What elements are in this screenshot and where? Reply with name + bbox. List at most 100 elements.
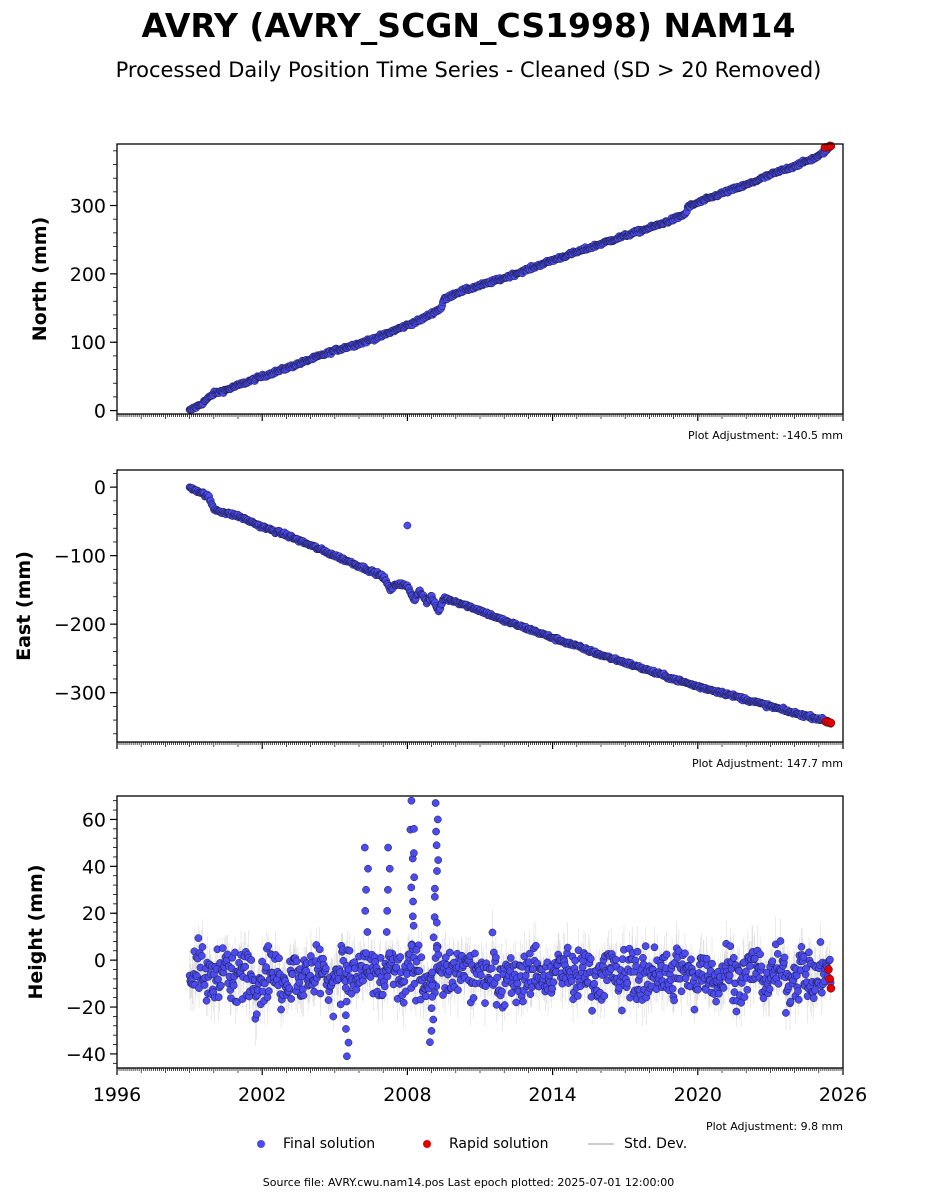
final-solution-point (385, 949, 394, 957)
y-tick-label: 40 (82, 856, 106, 878)
final-solution-point (690, 1005, 699, 1014)
y-tick-label: 20 (82, 903, 106, 925)
final-solution-point (315, 945, 324, 954)
final-solution-point (383, 972, 392, 981)
final-solution-point (526, 990, 535, 999)
final-solution-point (385, 864, 394, 873)
std-dev-line-marker (588, 1143, 614, 1145)
final-solution-point (481, 999, 489, 1007)
final-solution-point (445, 948, 454, 957)
final-solution-point (247, 956, 256, 964)
final-solution-point (719, 984, 728, 992)
final-solution-point (376, 953, 385, 962)
final-solution-point (567, 977, 576, 985)
final-solution-point (429, 933, 438, 942)
final-solution-point (743, 985, 752, 994)
final-solution-point (430, 892, 439, 901)
final-solution-point (342, 997, 351, 1006)
final-solution-point (384, 885, 392, 894)
y-tick-label: −200 (54, 614, 106, 636)
final-solution-point (194, 934, 203, 942)
legend-std-label: Std. Dev. (624, 1136, 688, 1152)
final-solution-point (341, 984, 350, 992)
y-tick-label: 100 (70, 332, 106, 354)
final-solution-point (432, 918, 441, 927)
final-solution-point (693, 985, 702, 994)
final-solution-point (768, 957, 777, 966)
final-solution-point (774, 979, 783, 988)
rapid-solution-point (826, 984, 836, 993)
final-solution-point (431, 884, 439, 893)
final-solution-point (200, 981, 209, 989)
final-solution-point (548, 984, 556, 993)
x-tick-label: 2008 (383, 1084, 431, 1106)
final-solution-point (563, 943, 572, 952)
final-solution-point (410, 849, 418, 857)
final-solution-point (417, 953, 426, 962)
final-solution-point (361, 907, 370, 915)
final-solution-point (345, 946, 354, 955)
y-axis-label: Height (mm) (25, 864, 47, 999)
y-tick-label: −300 (54, 683, 106, 705)
final-solution-point (708, 959, 716, 968)
rapid-solution-point (826, 141, 836, 151)
plot-adjustment-note: Plot Adjustment: 9.8 mm (706, 1120, 843, 1133)
final-solution-point (512, 998, 521, 1007)
legend-final-label: Final solution (283, 1136, 376, 1152)
final-solution-point (765, 985, 774, 993)
final-solution-point (329, 1012, 338, 1021)
final-solution-point (428, 981, 437, 990)
final-solution-point (677, 987, 686, 996)
y-axis-label: North (mm) (29, 217, 51, 342)
y-axis-label: East (mm) (13, 551, 35, 661)
y-tick-label: −40 (66, 1044, 106, 1066)
final-solution-point (817, 988, 826, 997)
final-solution-point (532, 941, 540, 950)
final-solution-point (623, 979, 632, 987)
rapid-solution-point (825, 974, 834, 984)
final-solution-point (415, 967, 424, 975)
final-solution-point (618, 1006, 626, 1015)
outlier-point (403, 521, 412, 530)
final-solution-point (662, 950, 671, 959)
page-title: AVRY (AVRY_SCGN_CS1998) NAM14 (141, 6, 796, 45)
source-footer: Source file: AVRY.cwu.nam14.pos Last epo… (262, 1176, 675, 1189)
final-solution-point (316, 989, 325, 998)
final-solution-point (633, 947, 642, 956)
final-solution-point (432, 827, 440, 836)
final-solution-point (410, 873, 419, 882)
final-solution-point (811, 986, 819, 995)
final-solution-point (324, 996, 333, 1004)
y-tick-label: 0 (94, 950, 106, 972)
final-solution-point (757, 962, 766, 971)
final-solution-point (344, 1038, 353, 1047)
final-solution-point (782, 1009, 790, 1017)
final-solution-point (454, 986, 462, 994)
final-solution-point (432, 841, 441, 850)
final-solution-point (216, 981, 225, 990)
final-solution-point (549, 978, 558, 987)
x-tick-label: 2014 (528, 1084, 576, 1106)
plot-frame (116, 795, 844, 1069)
final-solution-point (641, 942, 650, 950)
final-solution-point (681, 949, 689, 958)
final-solution-point (409, 897, 417, 906)
final-solution-point (252, 1010, 261, 1019)
final-solution-point (412, 946, 421, 954)
x-tick-label: 2002 (238, 1084, 286, 1106)
x-tick-label: 2026 (819, 1084, 867, 1106)
final-solution-point (428, 993, 437, 1001)
final-solution-point (487, 964, 496, 973)
final-solution-point (343, 1052, 351, 1061)
final-solution-point (826, 955, 834, 964)
y-tick-label: 200 (70, 264, 106, 286)
final-solution-point (498, 987, 506, 996)
final-solution-point (400, 977, 409, 986)
final-solution-point (740, 993, 749, 1001)
final-solution-point (384, 843, 392, 852)
page-subtitle: Processed Daily Position Time Series - C… (115, 58, 822, 82)
final-solution-point (241, 962, 250, 971)
final-solution-point (382, 928, 391, 936)
final-solution-point (202, 996, 211, 1005)
